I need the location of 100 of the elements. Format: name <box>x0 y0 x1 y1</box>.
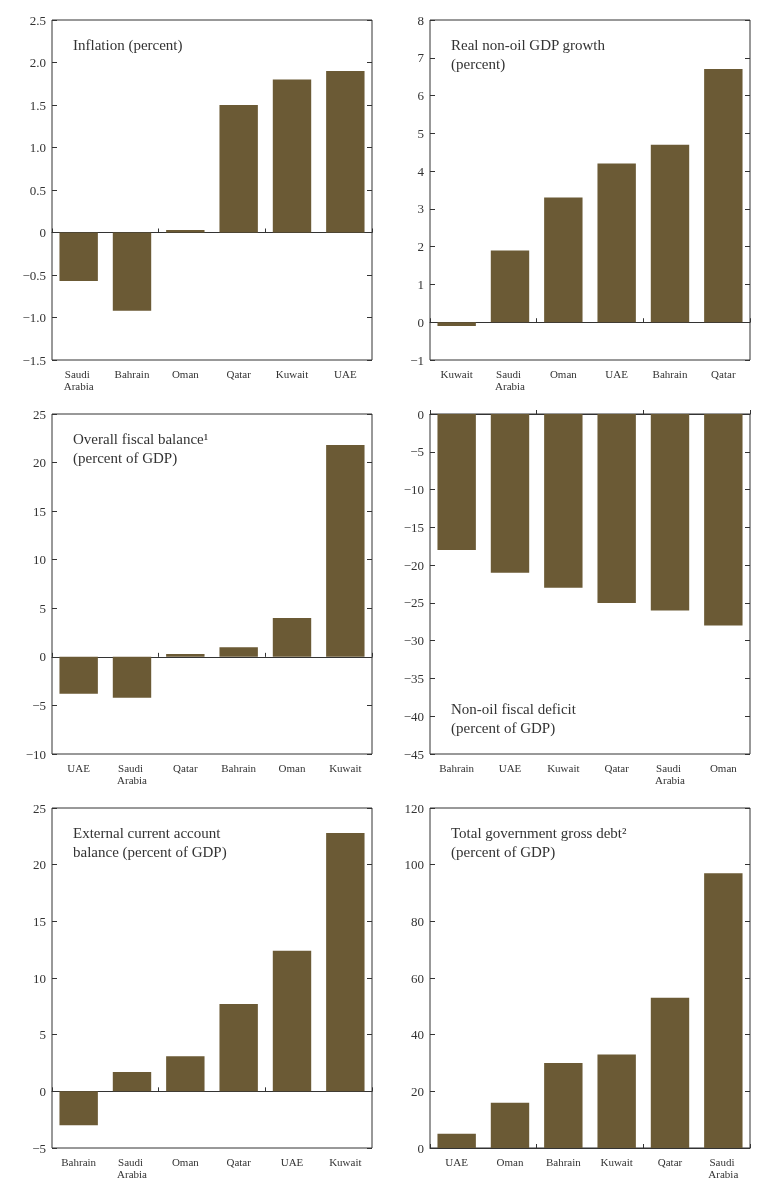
y-tick-label: −20 <box>403 557 424 573</box>
x-tick-label: Qatar <box>657 1156 683 1168</box>
y-tick-label: 2 <box>417 239 424 255</box>
text: External current account balance (percent of GDP) <box>73 824 227 861</box>
y-tick-label: −10 <box>403 482 424 498</box>
x-tick-label: UAE <box>445 1156 469 1168</box>
y-tick-label: 2.0 <box>29 55 46 70</box>
y-tick-label: 1.5 <box>29 97 46 113</box>
x-tick-label: Saudi Arabia <box>655 762 686 786</box>
y-tick-label: 0 <box>39 1083 46 1099</box>
y-tick-label: −1 <box>410 352 424 368</box>
x-tick-label: Kuwait <box>600 1156 633 1168</box>
y-tick-label: 25 <box>33 800 46 816</box>
y-tick-label: 15 <box>33 503 46 519</box>
bar <box>650 997 690 1148</box>
x-tick-label: Saudi Arabia <box>708 1156 739 1180</box>
bar <box>112 656 152 698</box>
bar <box>166 653 205 657</box>
y-tick-label: 5 <box>39 600 46 616</box>
x-tick-label: Saudi Arabia <box>117 762 148 786</box>
y-tick-label: −5 <box>32 1140 46 1156</box>
bar <box>59 656 98 694</box>
y-tick-label: 3 <box>417 201 424 217</box>
x-tick-label: UAE <box>334 368 357 380</box>
x-tick-label: Qatar <box>226 368 252 380</box>
x-tick-label: Oman <box>171 1156 200 1168</box>
x-tick-label: Bahrain <box>545 1156 582 1168</box>
y-tick-label: −35 <box>403 670 424 686</box>
text: Inflation (percent) <box>73 36 183 54</box>
bar <box>219 1004 258 1092</box>
bar <box>166 229 205 233</box>
x-tick-label: Bahrain <box>114 368 150 380</box>
bar <box>272 79 312 233</box>
bar <box>112 232 152 311</box>
y-tick-label: 10 <box>33 970 46 986</box>
y-tick-label: 8 <box>417 12 424 28</box>
y-tick-label: 0 <box>417 1140 424 1156</box>
bar <box>326 832 365 1092</box>
y-tick-label: 1.0 <box>29 140 46 155</box>
y-tick-label: 0 <box>39 649 46 665</box>
x-tick-label: Oman <box>709 762 738 774</box>
x-tick-label: Qatar <box>711 368 736 380</box>
y-tick-label: 5 <box>39 1027 46 1043</box>
x-tick-label: Kuwait <box>440 368 473 380</box>
bar <box>166 1056 205 1092</box>
bar <box>544 197 583 323</box>
y-tick-label: 20 <box>411 1083 424 1099</box>
bar <box>490 250 530 323</box>
x-tick-label: Oman <box>496 1156 524 1168</box>
bar <box>112 1072 152 1092</box>
y-tick-label: 0 <box>417 314 424 330</box>
x-tick-label: Qatar <box>604 762 630 774</box>
y-tick-label: 25 <box>33 406 46 422</box>
x-tick-label: Saudi Arabia <box>495 368 526 392</box>
bar <box>704 873 743 1148</box>
x-tick-label: Oman <box>549 368 578 380</box>
y-tick-label: 0 <box>39 225 46 240</box>
y-tick-label: 5 <box>417 125 424 141</box>
x-tick-label: UAE <box>280 1156 304 1168</box>
y-tick-label: −5 <box>410 444 424 460</box>
y-tick-label: −1.0 <box>22 310 46 325</box>
y-tick-label: 15 <box>33 913 46 929</box>
y-tick-label: 0.5 <box>29 182 46 198</box>
bar <box>437 1133 476 1148</box>
x-tick-label: UAE <box>605 368 629 380</box>
y-tick-label: −40 <box>403 708 424 724</box>
y-tick-label: 60 <box>411 970 424 986</box>
x-tick-label: Bahrain <box>61 1156 97 1168</box>
text: Non-oil fiscal deficit (percent of GDP) <box>451 700 577 737</box>
x-tick-label: Qatar <box>226 1156 252 1168</box>
y-tick-label: −5 <box>32 697 46 713</box>
y-tick-label: 1 <box>417 276 424 292</box>
bar <box>219 647 258 657</box>
x-tick-label: UAE <box>67 762 91 774</box>
y-tick-label: 7 <box>417 50 425 66</box>
bar <box>650 144 690 323</box>
y-tick-label: −30 <box>403 633 424 649</box>
x-tick-label: Bahrain <box>439 762 475 774</box>
x-tick-label: Kuwait <box>329 1156 362 1168</box>
y-tick-label: 2.5 <box>29 12 46 28</box>
x-tick-label: Kuwait <box>275 368 309 380</box>
y-tick-label: 0 <box>417 406 424 422</box>
y-tick-label: −25 <box>403 595 424 611</box>
bar <box>272 950 312 1092</box>
bar <box>490 1102 530 1148</box>
y-tick-label: 100 <box>404 857 424 873</box>
y-tick-label: −0.5 <box>22 267 46 283</box>
y-tick-label: −15 <box>403 519 424 535</box>
x-tick-label: Bahrain <box>221 762 257 774</box>
x-tick-label: Qatar <box>173 762 198 774</box>
y-tick-label: −1.5 <box>22 352 46 368</box>
bar <box>704 69 743 323</box>
bar <box>219 105 258 233</box>
x-tick-label: Kuwait <box>329 762 362 774</box>
bar <box>326 71 365 233</box>
x-tick-label: Bahrain <box>652 368 688 380</box>
bar <box>326 445 365 657</box>
x-tick-label: Saudi Arabia <box>63 368 94 392</box>
y-tick-label: 10 <box>33 552 46 568</box>
bar <box>59 1091 98 1126</box>
